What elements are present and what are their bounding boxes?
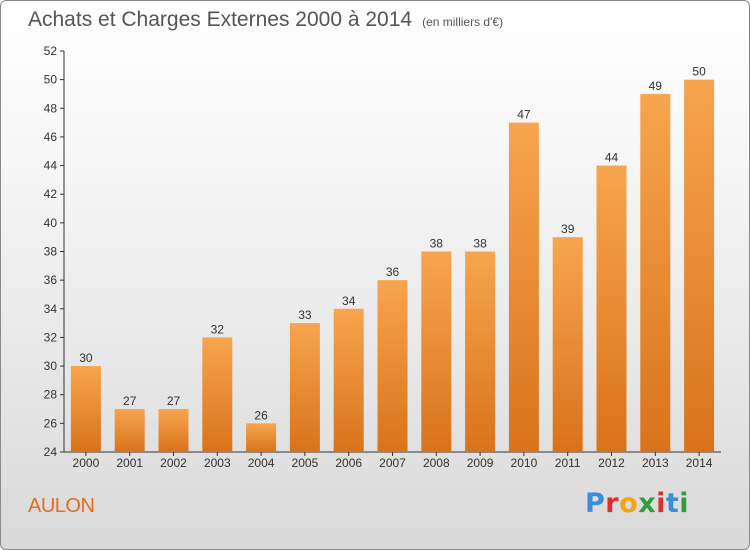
- bar-2014: [684, 79, 715, 453]
- bar-2001: [114, 409, 145, 452]
- y-tick-label: 48: [44, 101, 58, 115]
- logo-letter: t: [665, 488, 680, 519]
- logo-letter: o: [619, 488, 639, 519]
- y-tick-label: 30: [44, 359, 58, 373]
- data-label-2001: 27: [123, 394, 137, 408]
- bar-2005: [289, 323, 320, 452]
- x-tick-label: 2006: [335, 456, 362, 470]
- y-tick-label: 46: [44, 130, 58, 144]
- y-tick-label: 50: [44, 73, 58, 87]
- bar-2006: [333, 308, 364, 452]
- x-tick-label: 2013: [642, 456, 669, 470]
- logo-letter: P: [585, 488, 606, 519]
- data-label-2004: 26: [254, 408, 268, 422]
- y-tick-label: 24: [44, 445, 58, 459]
- y-tick-label: 34: [44, 302, 58, 316]
- bar-2012: [596, 165, 627, 453]
- bar-2007: [377, 280, 408, 452]
- data-label-2000: 30: [79, 351, 93, 365]
- data-label-2011: 39: [561, 222, 575, 236]
- bar-2004: [246, 423, 277, 452]
- bar-2000: [70, 366, 101, 452]
- y-tick-label: 38: [44, 245, 58, 259]
- x-tick-label: 2003: [204, 456, 231, 470]
- y-tick-label: 42: [44, 187, 58, 201]
- x-tick-label: 2014: [686, 456, 713, 470]
- chart-title: Achats et Charges Externes 2000 à 2014 (e…: [28, 8, 503, 32]
- y-tick-label: 36: [44, 273, 58, 287]
- x-tick-label: 2009: [467, 456, 494, 470]
- chart-subtitle: (en milliers d'€): [422, 15, 504, 29]
- x-tick-label: 2008: [423, 456, 450, 470]
- town-name: AULON: [28, 495, 95, 517]
- x-tick-label: 2007: [379, 456, 406, 470]
- bar-2003: [202, 337, 233, 452]
- proxiti-logo: Proxiti: [585, 488, 689, 519]
- x-tick-label: 2005: [292, 456, 319, 470]
- logo-letter: i: [679, 488, 690, 519]
- x-tick-label: 2004: [248, 456, 275, 470]
- bar-2010: [508, 122, 539, 452]
- bar-2002: [158, 409, 189, 452]
- y-tick-label: 44: [44, 159, 58, 173]
- bar-2008: [421, 251, 452, 452]
- data-label-2012: 44: [605, 151, 619, 165]
- x-tick-label: 2001: [116, 456, 143, 470]
- x-tick-label: 2012: [598, 456, 625, 470]
- data-label-2014: 50: [692, 65, 706, 79]
- logo-letter: r: [605, 488, 620, 519]
- x-tick-label: 2011: [555, 456, 581, 470]
- chart-title-text: Achats et Charges Externes 2000 à 2014: [28, 8, 413, 31]
- data-label-2010: 47: [517, 108, 531, 122]
- bar-2011: [552, 237, 583, 452]
- bar-2009: [465, 251, 496, 452]
- data-label-2005: 33: [298, 308, 312, 322]
- y-tick-label: 40: [44, 216, 58, 230]
- data-label-2002: 27: [167, 394, 181, 408]
- y-tick-label: 26: [44, 416, 58, 430]
- data-label-2009: 38: [473, 237, 487, 251]
- data-label-2003: 32: [211, 322, 225, 336]
- data-label-2013: 49: [649, 79, 663, 93]
- data-label-2006: 34: [342, 294, 356, 308]
- bar-2013: [640, 93, 671, 452]
- x-tick-label: 2010: [511, 456, 538, 470]
- data-label-2008: 38: [430, 237, 444, 251]
- y-tick-label: 52: [44, 44, 58, 58]
- logo-letter: x: [638, 488, 657, 519]
- logo-letter: i: [656, 488, 666, 519]
- y-tick-label: 28: [44, 388, 58, 402]
- x-tick-label: 2000: [73, 456, 100, 470]
- y-tick-label: 32: [44, 330, 58, 344]
- data-label-2007: 36: [386, 265, 400, 279]
- x-tick-label: 2002: [160, 456, 187, 470]
